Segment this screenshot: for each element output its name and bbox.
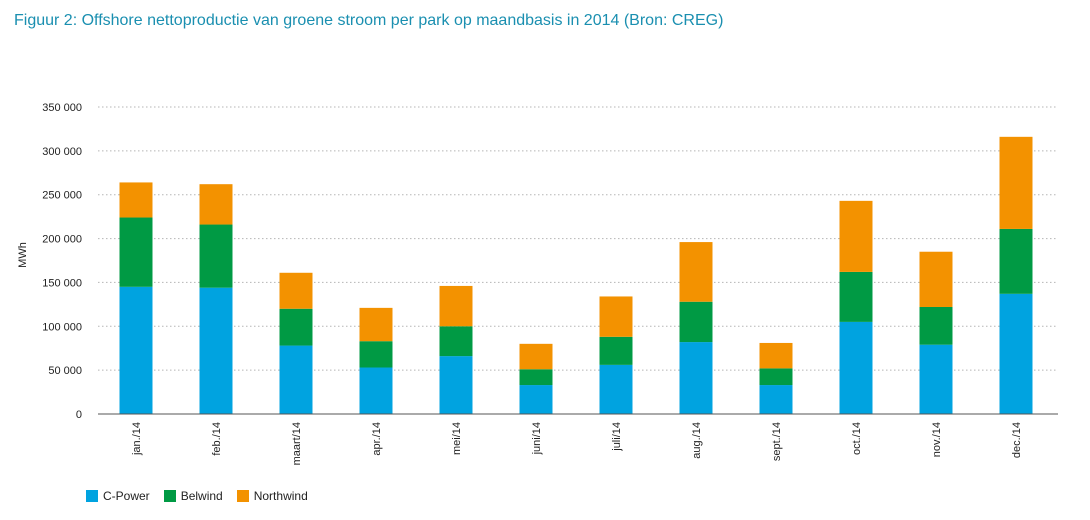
x-tick-label: nov./14 <box>931 422 943 457</box>
legend-item: Belwind <box>163 489 223 503</box>
x-tick-label: sept./14 <box>771 422 783 461</box>
bar-c-power <box>519 385 553 414</box>
bar-belwind <box>759 368 793 386</box>
y-axis-label: MWh <box>17 242 29 268</box>
y-tick-label: 250 000 <box>42 190 82 202</box>
y-tick-label: 100 000 <box>42 321 82 333</box>
x-tick-label: feb./14 <box>211 422 223 456</box>
x-tick-label: jan./14 <box>131 422 143 456</box>
y-tick-label: 300 000 <box>42 146 82 158</box>
legend-item: Northwind <box>236 489 308 503</box>
x-tick-label: oct./14 <box>851 422 863 455</box>
bar-northwind <box>839 200 873 272</box>
bar-belwind <box>599 336 633 365</box>
grid-lines <box>98 106 1058 371</box>
bar-c-power <box>999 293 1033 414</box>
x-tick-label: mei/14 <box>451 422 463 455</box>
bar-c-power <box>599 364 633 414</box>
x-tick-label: juni/14 <box>531 422 543 455</box>
x-tick-label: juli/14 <box>611 422 623 452</box>
y-tick-labels: 0 50 000 100 000 150 000 200 000 250 000 300 0… <box>42 102 82 421</box>
legend-swatch <box>236 490 249 502</box>
bar-c-power <box>679 342 713 414</box>
bar-northwind <box>919 251 953 307</box>
bar-belwind <box>359 341 393 368</box>
bar-belwind <box>199 224 233 288</box>
legend-label: Northwind <box>253 489 308 503</box>
bar-c-power <box>919 344 953 414</box>
bar-belwind <box>279 308 313 346</box>
y-tick-label: 350 000 <box>42 102 82 114</box>
bar-c-power <box>839 321 873 414</box>
legend-swatch <box>163 490 176 502</box>
bar-northwind <box>599 296 633 337</box>
bar-northwind <box>759 342 793 369</box>
bar-belwind <box>119 217 153 287</box>
legend-item: C-Power <box>86 489 150 503</box>
bars <box>119 136 1033 414</box>
legend: C-Power Belwind Northwind <box>86 489 322 503</box>
bar-c-power <box>119 286 153 414</box>
bar-belwind <box>839 271 873 322</box>
legend-label: C-Power <box>103 489 150 503</box>
y-tick-label: 0 <box>76 409 82 421</box>
legend-label: Belwind <box>180 489 223 503</box>
x-tick-label: aug./14 <box>691 422 703 459</box>
x-tick-label: dec./14 <box>1011 422 1023 458</box>
bar-belwind <box>679 301 713 343</box>
bar-northwind <box>359 307 393 342</box>
bar-belwind <box>919 306 953 345</box>
bar-northwind <box>279 272 313 309</box>
bar-northwind <box>679 242 713 302</box>
bar-c-power <box>759 385 793 414</box>
bar-c-power <box>359 367 393 414</box>
y-tick-label: 150 000 <box>42 277 82 289</box>
bar-c-power <box>439 356 473 414</box>
bar-c-power <box>199 287 233 414</box>
bar-northwind <box>519 343 553 370</box>
bar-c-power <box>279 345 313 414</box>
bar-northwind <box>999 136 1033 229</box>
bar-northwind <box>439 285 473 327</box>
y-tick-label: 200 000 <box>42 234 82 246</box>
x-tick-labels: jan./14 feb./14 maart/14 apr./14 mei/14 juni/… <box>131 422 1023 465</box>
bar-belwind <box>999 228 1033 294</box>
x-tick-label: maart/14 <box>291 422 303 465</box>
bar-belwind <box>519 369 553 386</box>
bar-northwind <box>119 182 153 218</box>
chart-title: Figuur 2: Offshore nettoproductie van gr… <box>14 12 724 29</box>
bar-belwind <box>439 326 473 357</box>
legend-swatch <box>86 490 98 502</box>
bar-northwind <box>199 184 233 225</box>
x-tick-label: apr./14 <box>371 422 383 456</box>
y-tick-label: 50 000 <box>48 365 82 377</box>
